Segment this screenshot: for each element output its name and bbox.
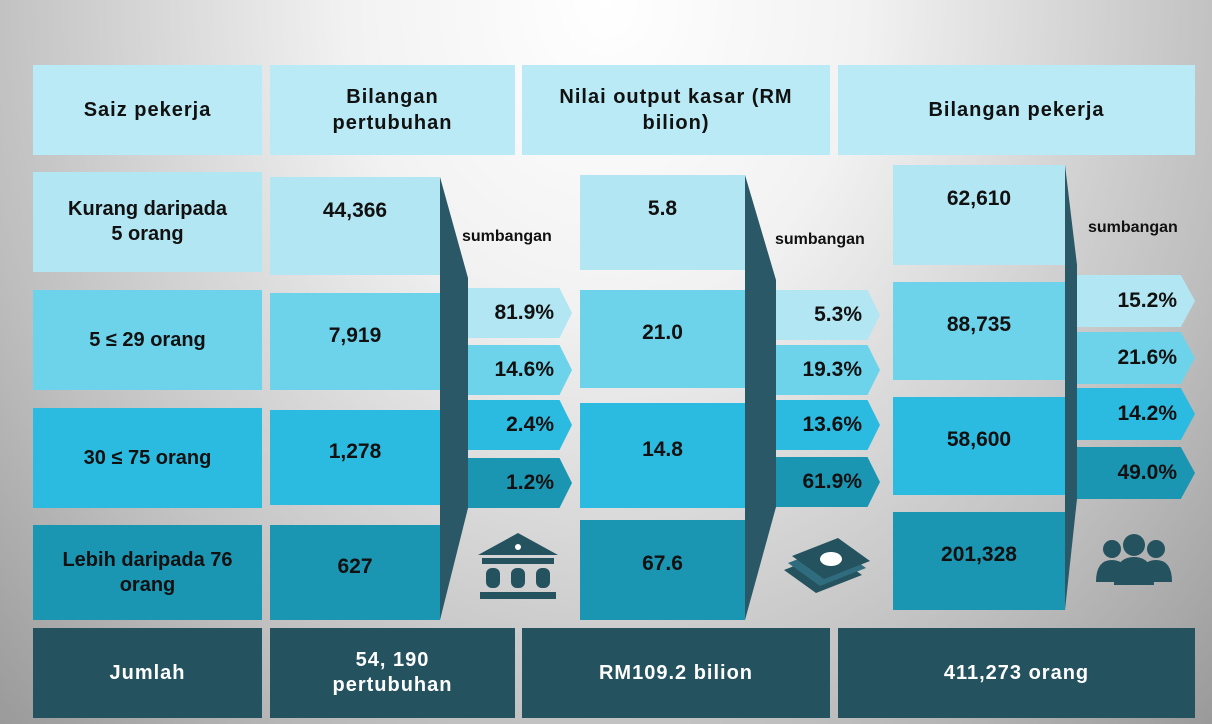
contribution-cell-text: 61.9% <box>802 470 862 493</box>
value-cell-text: 21.0 <box>642 321 683 344</box>
contribution-cell-text: 2.4% <box>506 413 554 436</box>
contribution-cell-text: 1.2% <box>506 471 554 494</box>
header-cell-text: Saiz pekerja <box>83 99 212 121</box>
contribution-cell-text: 19.3% <box>802 358 862 381</box>
contribution-cell-text: 14.2% <box>1117 402 1177 425</box>
bank-icon <box>478 533 558 599</box>
value-cell-text: 627 <box>337 554 373 578</box>
value-cell: 62,610 <box>893 165 1065 265</box>
value-cell: 5.8 <box>580 175 745 270</box>
contribution-cell: 61.9% <box>776 457 880 507</box>
row-label: Kurang daripada 5 orang <box>33 172 262 272</box>
contribution-cell: 15.2% <box>1077 275 1195 327</box>
value-cell: 1,278 <box>270 410 440 505</box>
value-cell: 14.8 <box>580 403 745 508</box>
total-cell: RM109.2 bilion <box>522 628 830 718</box>
side-shade <box>1065 165 1077 610</box>
total-cell-text: RM109.2 bilion <box>598 661 754 684</box>
people-icon <box>1096 534 1172 585</box>
side-shade <box>745 175 776 620</box>
contribution-label: sumbangan <box>1088 219 1178 236</box>
contribution-cell-text: 13.6% <box>802 413 862 436</box>
row-label-text: 30 ≤ 75 orang <box>83 446 212 469</box>
row-label: 30 ≤ 75 orang <box>33 408 262 508</box>
total-cell: Jumlah <box>33 628 262 718</box>
value-cell-text: 1,278 <box>328 439 382 463</box>
row-label-text: 5 ≤ 29 orang <box>89 328 206 351</box>
contribution-cell: 5.3% <box>776 290 880 340</box>
row-label-text: Kurang daripada 5 orang <box>68 198 227 245</box>
header-cell-text: Nilai output kasar (RM bilion) <box>559 86 793 134</box>
value-cell-text: 67.6 <box>642 552 683 575</box>
contribution-cell-text: 81.9% <box>494 301 554 324</box>
value-cell-text: 201,328 <box>941 543 1017 566</box>
contribution-cell: 81.9% <box>468 288 572 338</box>
value-cell-text: 88,735 <box>946 313 1012 336</box>
header-cell: Bilangan pertubuhan <box>270 65 515 155</box>
contribution-cell: 49.0% <box>1077 447 1195 499</box>
value-cell: 44,366 <box>270 177 440 275</box>
total-cell: 54, 190 pertubuhan <box>270 628 515 718</box>
contribution-cell: 19.3% <box>776 345 880 395</box>
value-cell-text: 14.8 <box>642 437 683 461</box>
value-cell: 88,735 <box>893 282 1065 380</box>
contribution-cell: 14.2% <box>1077 388 1195 440</box>
contribution-cell: 14.6% <box>468 345 572 395</box>
value-cell: 67.6 <box>580 520 745 620</box>
contribution-cell: 2.4% <box>468 400 572 450</box>
header-cell: Bilangan pekerja <box>838 65 1195 155</box>
total-cell-text: 54, 190 pertubuhan <box>332 649 453 696</box>
value-cell: 627 <box>270 525 440 620</box>
total-cell-text: Jumlah <box>109 661 186 684</box>
row-label: Lebih daripada 76 orang <box>33 525 262 620</box>
money-icon <box>784 538 870 593</box>
value-cell: 201,328 <box>893 512 1065 610</box>
header-cell-text: Bilangan pertubuhan <box>332 86 453 134</box>
value-cell: 7,919 <box>270 293 440 390</box>
value-cell-text: 7,919 <box>328 323 382 347</box>
contribution-cell-text: 49.0% <box>1117 461 1177 484</box>
contribution-cell-text: 5.3% <box>814 303 862 326</box>
header-cell-text: Bilangan pekerja <box>928 99 1105 121</box>
side-shade <box>440 177 468 620</box>
header-cell: Nilai output kasar (RM bilion) <box>522 65 830 155</box>
contribution-cell-text: 21.6% <box>1117 346 1177 369</box>
value-cell: 21.0 <box>580 290 745 388</box>
row-label: 5 ≤ 29 orang <box>33 290 262 390</box>
value-cell-text: 5.8 <box>647 197 678 220</box>
row-label-text: Lebih daripada 76 orang <box>62 548 233 596</box>
value-cell: 58,600 <box>893 397 1065 495</box>
contribution-cell-text: 14.6% <box>494 358 554 381</box>
value-cell-text: 44,366 <box>322 199 388 222</box>
contribution-cell: 1.2% <box>468 458 572 508</box>
total-cell: 411,273 orang <box>838 628 1195 718</box>
contribution-cell-text: 15.2% <box>1117 289 1177 312</box>
value-cell-text: 58,600 <box>946 428 1012 451</box>
contribution-label: sumbangan <box>775 231 865 248</box>
contribution-cell: 13.6% <box>776 400 880 450</box>
contribution-label: sumbangan <box>462 228 552 245</box>
contribution-cell: 21.6% <box>1077 332 1195 384</box>
total-cell-text: 411,273 orang <box>943 661 1090 684</box>
value-cell-text: 62,610 <box>946 187 1012 210</box>
header-cell: Saiz pekerja <box>33 65 262 155</box>
